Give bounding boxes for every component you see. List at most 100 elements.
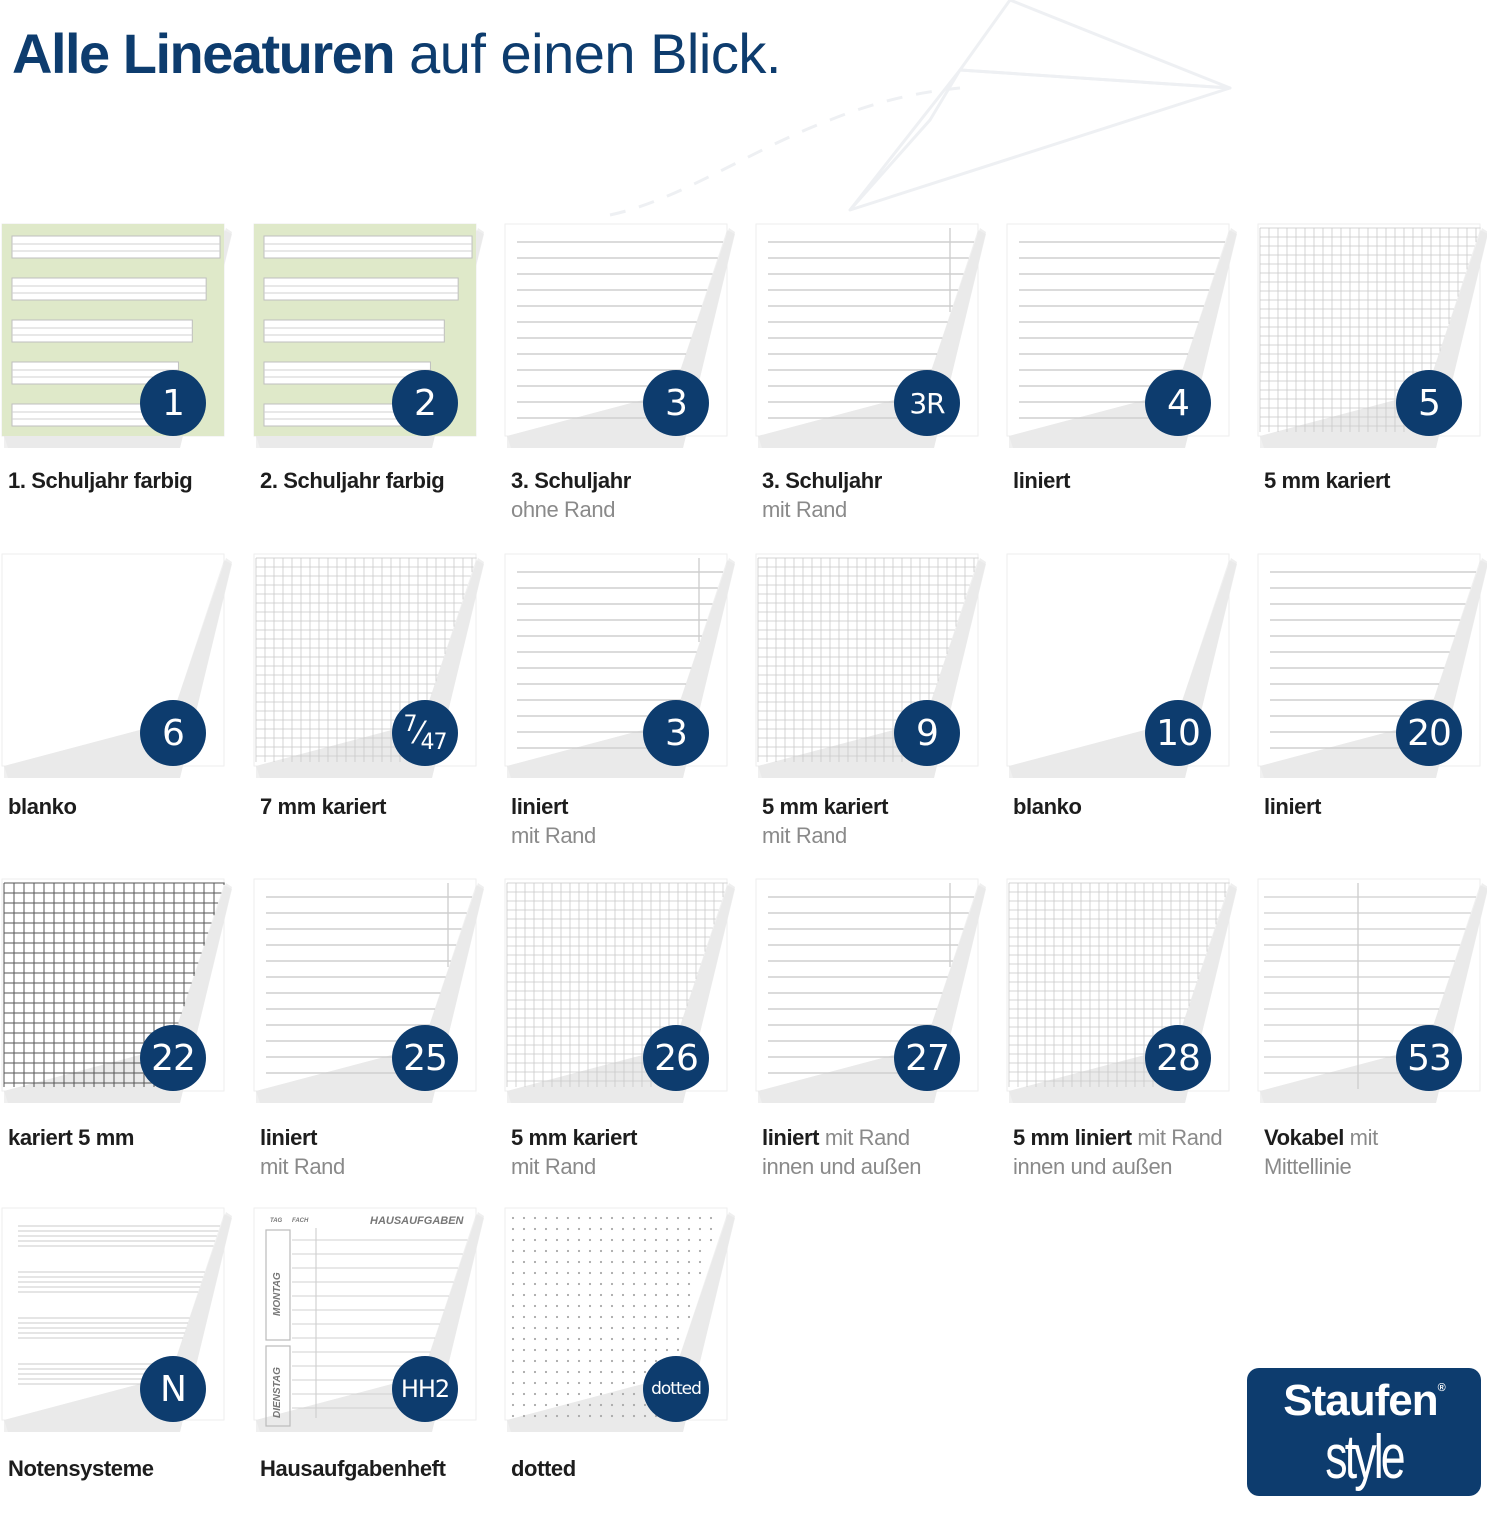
dot xyxy=(676,1271,680,1275)
dot xyxy=(511,1414,515,1418)
tile-subtitle: Mittellinie xyxy=(1264,1154,1352,1179)
dot xyxy=(676,1249,680,1253)
dot xyxy=(588,1315,592,1319)
tile-caption: 1. Schuljahr farbig xyxy=(8,466,244,495)
dot xyxy=(555,1271,559,1275)
dot xyxy=(665,1271,669,1275)
tile-title: dotted xyxy=(511,1456,576,1481)
dot xyxy=(533,1414,537,1418)
dot xyxy=(610,1271,614,1275)
dot xyxy=(621,1403,625,1407)
lineatur-tile[interactable]: dotted dotted xyxy=(503,1206,748,1526)
tile-title: 2. Schuljahr farbig xyxy=(260,468,445,493)
dot xyxy=(533,1238,537,1242)
dot xyxy=(599,1293,603,1297)
dot xyxy=(687,1216,691,1220)
dot xyxy=(643,1271,647,1275)
dot xyxy=(511,1271,515,1275)
dot xyxy=(687,1238,691,1242)
lineatur-number-badge: 3 xyxy=(643,370,709,436)
dot xyxy=(632,1381,636,1385)
dot xyxy=(544,1392,548,1396)
lineatur-tile[interactable]: 20 liniert xyxy=(1256,552,1487,872)
lineatur-tile[interactable]: 6 blanko xyxy=(0,552,245,872)
dot xyxy=(588,1238,592,1242)
lineatur-tile[interactable]: 22 kariert 5 mm xyxy=(0,877,245,1197)
tile-title: 3. Schuljahr xyxy=(511,468,631,493)
dot xyxy=(522,1260,526,1264)
lineatur-tile[interactable]: 5 5 mm kariert xyxy=(1256,222,1487,542)
lineatur-tile[interactable]: 2 2. Schuljahr farbig xyxy=(252,222,497,542)
dot xyxy=(676,1348,680,1352)
dot xyxy=(632,1260,636,1264)
dot xyxy=(522,1359,526,1363)
dot xyxy=(610,1249,614,1253)
logo-line1: Staufen xyxy=(1283,1376,1438,1425)
lineatur-tile[interactable]: 25 liniert mit Rand xyxy=(252,877,497,1197)
dot xyxy=(687,1271,691,1275)
tile-subtitle: mit Rand xyxy=(762,823,847,848)
dot xyxy=(599,1315,603,1319)
lineatur-tile[interactable]: 3 3. Schuljahr ohne Rand xyxy=(503,222,748,542)
dot xyxy=(599,1304,603,1308)
dot xyxy=(566,1238,570,1242)
lineatur-tile[interactable]: 3R 3. Schuljahr mit Rand xyxy=(754,222,999,542)
lineatur-tile[interactable]: 4 liniert xyxy=(1005,222,1250,542)
dot xyxy=(511,1216,515,1220)
dot xyxy=(588,1271,592,1275)
dot xyxy=(621,1348,625,1352)
lineatur-tile[interactable]: 9 5 mm kariert mit Rand xyxy=(754,552,999,872)
lineatur-number-badge: 10 xyxy=(1145,700,1211,766)
dot xyxy=(654,1216,658,1220)
dot xyxy=(555,1260,559,1264)
dot xyxy=(676,1227,680,1231)
dot xyxy=(566,1414,570,1418)
lineatur-tile[interactable]: N Notensysteme xyxy=(0,1206,245,1526)
dot xyxy=(599,1337,603,1341)
tile-caption: Hausaufgabenheft xyxy=(260,1454,496,1483)
lineatur-tile[interactable]: 1 1. Schuljahr farbig xyxy=(0,222,245,542)
dot xyxy=(511,1304,515,1308)
lineatur-tile[interactable]: 28 5 mm liniert mit Rand innen und außen xyxy=(1005,877,1250,1197)
dot xyxy=(522,1315,526,1319)
dot xyxy=(544,1216,548,1220)
dot xyxy=(511,1282,515,1286)
badge-denominator: 47 xyxy=(420,729,448,755)
page-title-rest: auf einen Blick. xyxy=(409,22,781,85)
dot xyxy=(555,1249,559,1253)
dot xyxy=(621,1392,625,1396)
tile-title: 1. Schuljahr farbig xyxy=(8,468,193,493)
dot xyxy=(566,1304,570,1308)
logo-wordmark: Staufen® xyxy=(1247,1376,1481,1426)
dot xyxy=(643,1304,647,1308)
tile-title: blanko xyxy=(8,794,77,819)
lineatur-tile[interactable]: HAUSAUFGABEN TAG FACH MONTAG DIENSTAG HH2 Haus… xyxy=(252,1206,497,1526)
dot xyxy=(577,1260,581,1264)
dot xyxy=(643,1403,647,1407)
dot xyxy=(654,1337,658,1341)
homework-col-day: TAG xyxy=(270,1218,283,1224)
tile-caption: 3. Schuljahr ohne Rand xyxy=(511,466,747,524)
lineatur-tile[interactable]: 10 blanko xyxy=(1005,552,1250,872)
dot xyxy=(643,1293,647,1297)
lineatur-tile[interactable]: 27 liniert mit Rand innen und außen xyxy=(754,877,999,1197)
dot xyxy=(643,1315,647,1319)
dot xyxy=(544,1359,548,1363)
dot xyxy=(533,1227,537,1231)
dot xyxy=(588,1227,592,1231)
lineatur-tile[interactable]: 3 liniert mit Rand xyxy=(503,552,748,872)
dot xyxy=(588,1370,592,1374)
dot xyxy=(621,1271,625,1275)
lineatur-tile[interactable]: 26 5 mm kariert mit Rand xyxy=(503,877,748,1197)
dot xyxy=(643,1348,647,1352)
tile-caption: 7 mm kariert xyxy=(260,792,496,821)
tile-title: liniert xyxy=(1264,794,1322,819)
dot xyxy=(632,1326,636,1330)
dot xyxy=(665,1348,669,1352)
dot xyxy=(610,1304,614,1308)
dot xyxy=(533,1381,537,1385)
dot xyxy=(698,1216,702,1220)
lineatur-tile[interactable]: 53 Vokabel mit Mittellinie xyxy=(1256,877,1487,1197)
lineatur-tile[interactable]: 7 ⁄ 47 7 mm kariert xyxy=(252,552,497,872)
dot xyxy=(621,1304,625,1308)
